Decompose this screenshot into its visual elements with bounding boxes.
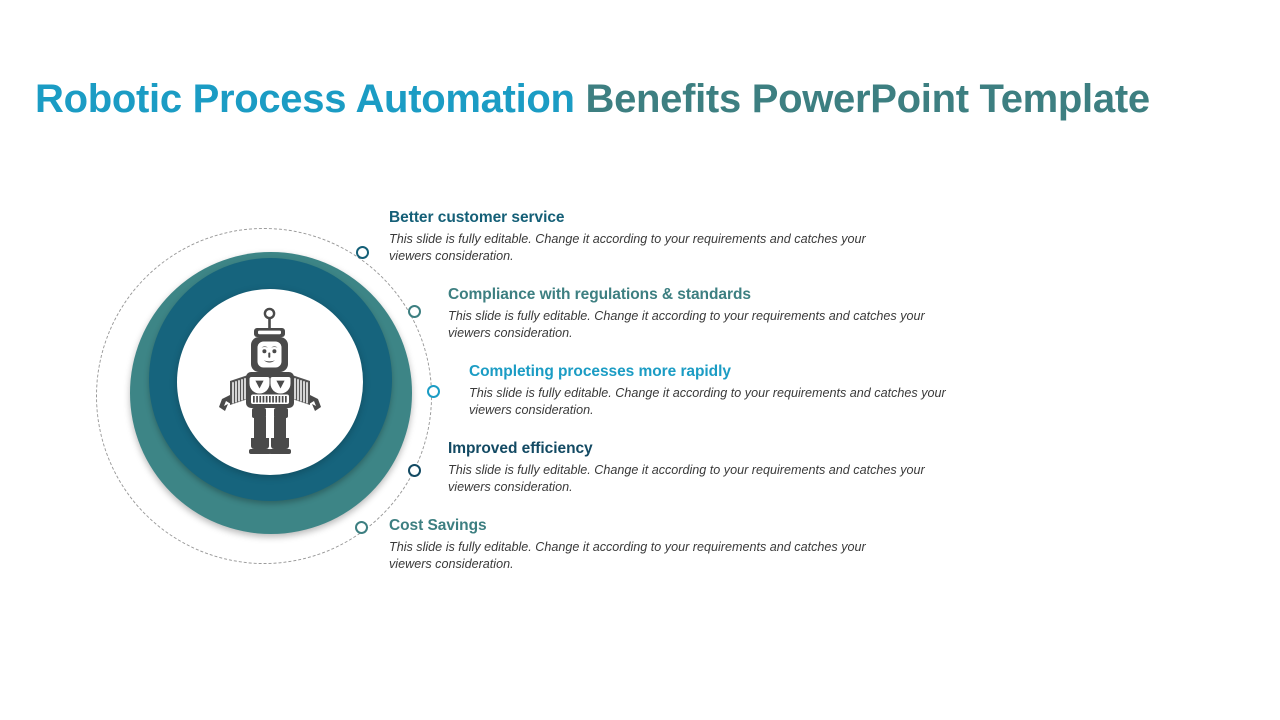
- node-marker-5[interactable]: [355, 521, 368, 534]
- node-marker-3[interactable]: [427, 385, 440, 398]
- benefit-item-5-body: This slide is fully editable. Change it …: [389, 540, 866, 571]
- benefit-item-1-heading: Better customer service: [389, 209, 565, 226]
- benefit-item-2[interactable]: Compliance with regulations & standards …: [448, 286, 943, 342]
- page-title-secondary: Benefits PowerPoint Template: [574, 76, 1150, 121]
- benefit-item-2-body: This slide is fully editable. Change it …: [448, 309, 925, 340]
- benefit-item-1[interactable]: Better customer service This slide is fu…: [389, 209, 884, 265]
- page-title-primary: Robotic Process Automation: [35, 76, 575, 121]
- benefit-item-1-body: This slide is fully editable. Change it …: [389, 232, 866, 263]
- benefit-item-5-heading: Cost Savings: [389, 517, 487, 534]
- benefit-item-4[interactable]: Improved efficiency This slide is fully …: [448, 440, 943, 496]
- node-marker-1[interactable]: [356, 246, 369, 259]
- benefit-item-5[interactable]: Cost Savings This slide is fully editabl…: [389, 517, 884, 573]
- robot-icon: [177, 289, 363, 475]
- circular-diagram: [96, 228, 436, 568]
- benefit-item-3-body: This slide is fully editable. Change it …: [469, 386, 946, 417]
- page-title: Robotic Process Automation Benefits Powe…: [35, 77, 1150, 121]
- benefit-item-3[interactable]: Completing processes more rapidly This s…: [469, 363, 964, 419]
- benefit-item-2-heading: Compliance with regulations & standards: [448, 286, 751, 303]
- benefit-item-3-heading: Completing processes more rapidly: [469, 363, 731, 380]
- benefit-item-4-body: This slide is fully editable. Change it …: [448, 463, 925, 494]
- benefit-item-4-heading: Improved efficiency: [448, 440, 593, 457]
- node-marker-4[interactable]: [408, 464, 421, 477]
- node-marker-2[interactable]: [408, 305, 421, 318]
